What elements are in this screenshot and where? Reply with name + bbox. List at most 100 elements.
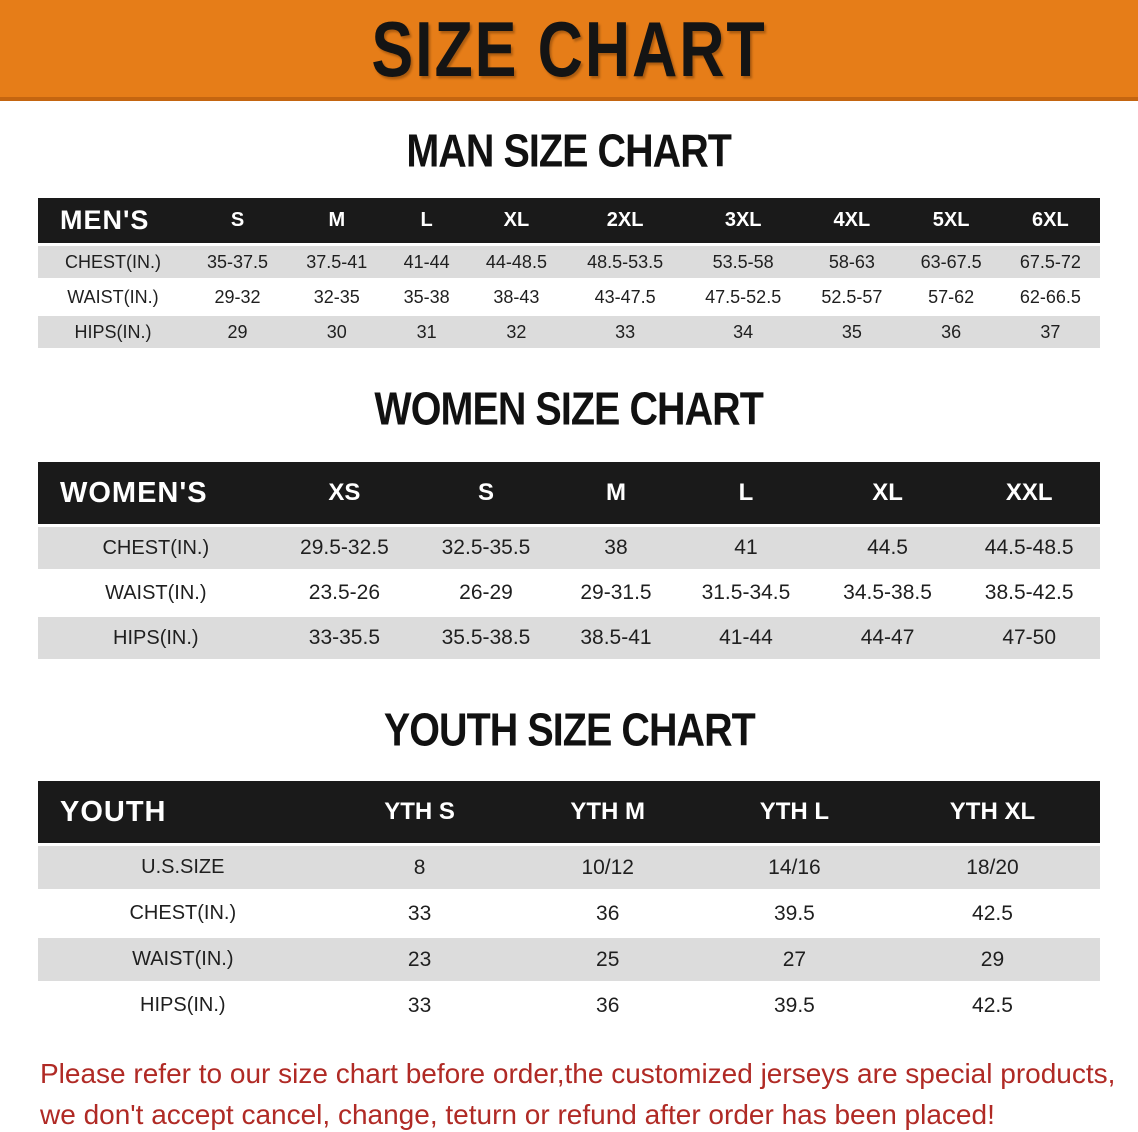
size-cell: 53.5-58: [712, 251, 774, 272]
size-cell: 23.5-26: [308, 581, 381, 604]
table-row: CHEST(IN.) 35-37.5 37.5-41 41-44 44-48.5 48.5…: [38, 246, 1100, 278]
size-cell: 35-38: [403, 286, 450, 307]
row-label: WAIST(IN.): [132, 948, 234, 970]
row-label: CHEST(IN.): [102, 536, 210, 559]
size-cell: 39.5: [773, 993, 815, 1017]
size-column-header: L: [738, 479, 754, 506]
row-label: CHEST(IN.): [64, 251, 161, 272]
size-cell: 47-50: [1002, 626, 1057, 649]
row-label: HIPS(IN.): [74, 321, 152, 342]
size-cell: 44.5-48.5: [984, 536, 1074, 559]
size-cell: 38.5-41: [580, 626, 652, 649]
size-column-header: YTH L: [759, 798, 830, 825]
size-cell: 62-66.5: [1019, 286, 1081, 307]
size-cell: 23: [407, 947, 432, 971]
size-cell: 18/20: [966, 855, 1019, 879]
table-header-row: YOUTH YTH S YTH M YTH L YTH XL: [38, 781, 1100, 843]
size-cell: 10/12: [581, 855, 634, 879]
size-column-header: M: [328, 209, 346, 231]
size-cell: 44.5: [867, 536, 908, 559]
size-cell: 43-47.5: [594, 286, 656, 307]
size-column-header: YTH S: [384, 798, 455, 825]
women-size-table-container: WOMEN'S XS S M L XL XXL CHEST(IN.) 29.5-32.5 32.5…: [38, 459, 1100, 662]
size-cell: 33: [407, 993, 432, 1017]
size-cell: 39.5: [773, 901, 815, 925]
youth-size-table: YOUTH YTH S YTH M YTH L YTH XL U.S.SIZE 8 10/12…: [38, 778, 1100, 1030]
size-column-header: S: [230, 209, 245, 231]
size-cell: 14/16: [768, 855, 821, 879]
table-title-cell: WOMEN'S: [60, 476, 208, 509]
row-label: HIPS(IN.): [113, 626, 199, 649]
size-cell: 26-29: [459, 581, 513, 604]
size-cell: 37.5-41: [306, 251, 368, 272]
size-column-header: YTH XL: [949, 798, 1036, 825]
man-section-heading: MAN SIZE CHART: [0, 125, 1138, 177]
size-column-header: YTH M: [570, 798, 646, 825]
size-cell: 29: [227, 321, 248, 342]
table-header-row: WOMEN'S XS S M L XL XXL: [38, 462, 1100, 524]
size-column-header: L: [420, 209, 433, 231]
disclaimer-line-2: we don't accept cancel, change, teturn o…: [40, 1098, 995, 1130]
size-cell: 8: [413, 855, 426, 879]
table-row: WAIST(IN.) 23.5-26 26-29 29-31.5 31.5-34.5 34…: [38, 572, 1100, 614]
size-cell: 38-43: [493, 286, 540, 307]
row-label: U.S.SIZE: [141, 856, 225, 878]
size-cell: 27: [782, 947, 807, 971]
table-title-cell: MEN'S: [60, 205, 150, 235]
size-cell: 30: [326, 321, 347, 342]
size-cell: 35-37.5: [207, 251, 269, 272]
size-column-header: XL: [503, 209, 530, 231]
size-cell: 36: [596, 993, 620, 1017]
size-cell: 36: [941, 321, 962, 342]
table-row: HIPS(IN.) 33-35.5 35.5-38.5 38.5-41 41-44 44-…: [38, 617, 1100, 659]
table-row: CHEST(IN.) 29.5-32.5 32.5-35.5 38 41 44.5 44.5…: [38, 527, 1100, 569]
table-header-row: MEN'S S M L XL 2XL 3XL 4XL 5XL 6XL: [38, 198, 1100, 243]
table-row: CHEST(IN.) 33 36 39.5 42.5: [38, 892, 1100, 935]
table-row: HIPS(IN.) 33 36 39.5 42.5: [38, 984, 1100, 1027]
table-title-cell: YOUTH: [60, 795, 167, 828]
youth-section-heading: YOUTH SIZE CHART: [0, 703, 1138, 756]
table-row: HIPS(IN.) 29 30 31 32 33 34 35 36 37: [38, 316, 1100, 348]
size-cell: 38.5-42.5: [984, 581, 1074, 604]
size-cell: 41: [734, 536, 758, 559]
row-label: WAIST(IN.): [105, 581, 207, 604]
women-section-heading: WOMEN SIZE CHART: [0, 382, 1138, 435]
size-cell: 33-35.5: [308, 626, 381, 649]
size-cell: 42.5: [972, 993, 1013, 1017]
size-cell: 34.5-38.5: [843, 581, 932, 604]
banner-title: SIZE CHART: [371, 4, 767, 93]
size-column-header: 2XL: [606, 209, 644, 231]
size-cell: 67.5-72: [1019, 251, 1081, 272]
row-label: WAIST(IN.): [67, 286, 159, 307]
size-column-header: 4XL: [833, 209, 871, 231]
table-row: WAIST(IN.) 29-32 32-35 35-38 38-43 43-47.5 47.…: [38, 281, 1100, 313]
size-column-header: M: [605, 479, 626, 506]
size-cell: 32: [506, 321, 527, 342]
size-cell: 29-32: [214, 286, 261, 307]
disclaimer-line-1: Please refer to our size chart before or…: [40, 1058, 1116, 1089]
size-cell: 34: [733, 321, 754, 342]
size-cell: 29: [980, 947, 1005, 971]
size-cell: 32.5-35.5: [441, 536, 531, 559]
size-cell: 44-47: [860, 626, 915, 649]
table-row: WAIST(IN.) 23 25 27 29: [38, 938, 1100, 981]
size-cell: 41-44: [403, 251, 450, 272]
size-cell: 36: [596, 901, 620, 925]
size-cell: 42.5: [972, 901, 1013, 925]
table-row: U.S.SIZE 8 10/12 14/16 18/20: [38, 846, 1100, 889]
size-cell: 32-35: [313, 286, 360, 307]
size-cell: 52.5-57: [821, 286, 883, 307]
size-column-header: 3XL: [724, 209, 762, 231]
size-cell: 33: [615, 321, 636, 342]
size-column-header: 5XL: [932, 209, 970, 231]
size-column-header: XXL: [1005, 479, 1053, 506]
size-cell: 35.5-38.5: [441, 626, 531, 649]
size-cell: 35: [841, 321, 862, 342]
women-size-table: WOMEN'S XS S M L XL XXL CHEST(IN.) 29.5-32.5 32.5…: [38, 459, 1100, 662]
youth-size-table-container: YOUTH YTH S YTH M YTH L YTH XL U.S.SIZE 8 10/12…: [38, 778, 1100, 1030]
youth-heading-text: YOUTH SIZE CHART: [383, 703, 755, 756]
size-cell: 48.5-53.5: [587, 251, 664, 272]
size-cell: 37: [1040, 321, 1061, 342]
size-cell: 29-31.5: [580, 581, 652, 604]
women-heading-text: WOMEN SIZE CHART: [374, 382, 764, 435]
